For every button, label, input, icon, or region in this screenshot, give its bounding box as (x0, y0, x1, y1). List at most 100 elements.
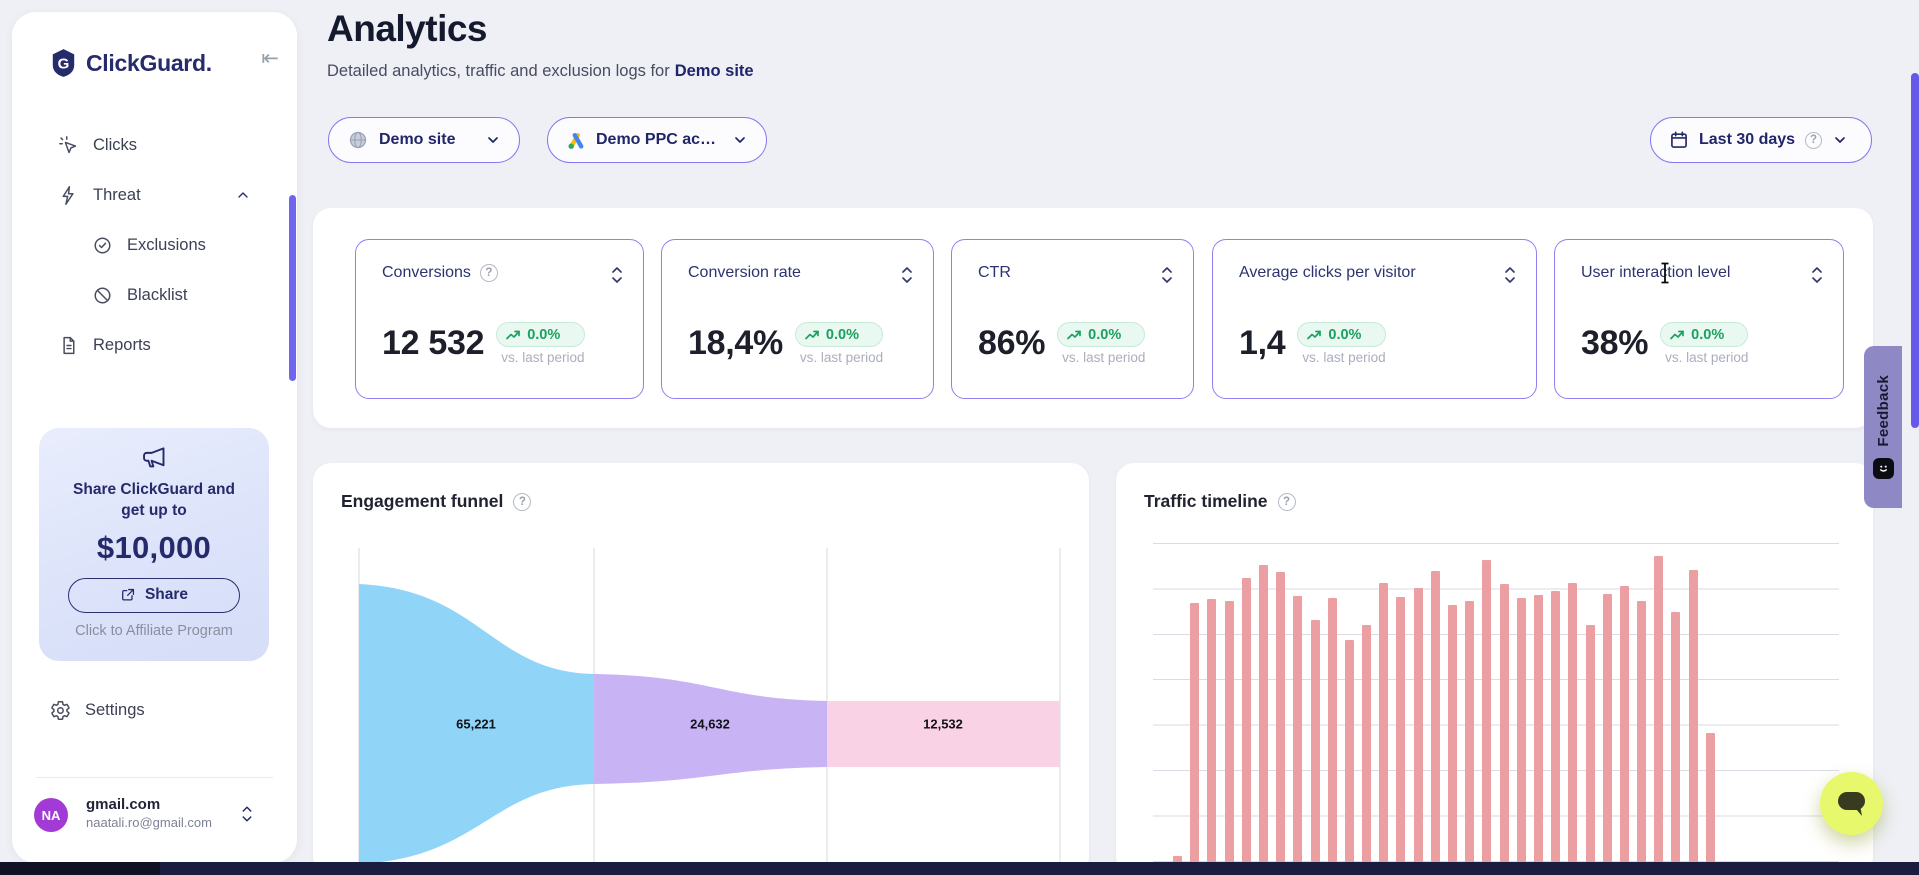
svg-text:G: G (58, 55, 70, 72)
subtitle-site-name: Demo site (674, 62, 754, 80)
kpi-title: Average clicks per visitor (1239, 264, 1416, 281)
sidebar-item-blacklist[interactable]: Blacklist (12, 270, 297, 320)
date-range-dropdown[interactable]: Last 30 days ? (1650, 117, 1872, 163)
chevron-down-icon (735, 137, 745, 143)
feedback-tab[interactable]: Feedback (1864, 346, 1902, 508)
kpi-value: 12 532 (382, 324, 485, 362)
sidebar-item-label: Blacklist (127, 285, 188, 304)
funnel-segment[interactable] (827, 701, 1060, 767)
traffic-bar (1585, 625, 1595, 875)
funnel-chart-title: Engagement funnel (341, 491, 504, 511)
chevron-down-icon (488, 137, 498, 143)
click-cursor-icon (59, 135, 77, 153)
traffic-bar (1465, 601, 1475, 875)
traffic-bar (1207, 599, 1217, 875)
sort-icon[interactable] (1161, 266, 1173, 284)
promo-text-line2: get up to (121, 502, 187, 520)
traffic-bar (1482, 559, 1492, 875)
affiliate-promo-card[interactable]: Share ClickGuard and get up to $10,000 S… (39, 428, 269, 661)
sidebar-item-settings[interactable]: Settings (50, 700, 145, 721)
kpi-delta-badge: 0.0% (1057, 322, 1146, 347)
traffic-plot (1153, 543, 1839, 875)
kpi-delta-badge: 0.0% (1660, 322, 1749, 347)
page-title: Analytics (327, 8, 488, 49)
kpi-value: 86% (978, 324, 1046, 362)
chat-launcher-button[interactable] (1820, 772, 1883, 835)
funnel-segment[interactable] (594, 674, 827, 784)
kpi-delta-badge: 0.0% (1297, 322, 1386, 347)
kpi-card-conversions[interactable]: Conversions ? 12 532 0.0% vs. last perio… (355, 239, 644, 399)
traffic-bar (1516, 598, 1526, 875)
kpi-panel: Conversions ? 12 532 0.0% vs. last perio… (313, 208, 1873, 428)
kpi-delta: 0.0% (825, 326, 859, 343)
traffic-chart-title: Traffic timeline (1144, 491, 1268, 511)
kpi-delta: 0.0% (1691, 326, 1725, 343)
site-filter-dropdown[interactable]: Demo site (328, 117, 520, 163)
traffic-bar (1362, 625, 1372, 875)
badge-check-icon (94, 236, 111, 254)
traffic-bar (1551, 591, 1561, 875)
lightning-icon (62, 185, 74, 205)
share-button-label: Share (144, 586, 189, 604)
sort-icon[interactable] (901, 266, 913, 284)
share-button[interactable]: Share (68, 577, 240, 613)
site-filter-label: Demo site (379, 131, 456, 148)
ppc-account-dropdown[interactable]: Demo PPC ac… (547, 117, 767, 163)
sort-icon[interactable] (611, 266, 623, 284)
document-icon (63, 336, 75, 354)
kpi-delta: 0.0% (527, 326, 561, 343)
calendar-icon (1671, 131, 1687, 148)
kpi-delta: 0.0% (1088, 326, 1122, 343)
traffic-bar (1241, 577, 1251, 875)
sidebar-item-label: Clicks (93, 135, 137, 154)
traffic-bar (1344, 639, 1354, 875)
sidebar-item-reports[interactable]: Reports (12, 320, 297, 370)
sort-icon[interactable] (1811, 266, 1823, 284)
traffic-bars (1173, 543, 1715, 875)
sidebar-item-threat[interactable]: Threat (12, 170, 297, 220)
kpi-card-avg-clicks[interactable]: Average clicks per visitor 1,4 0.0% vs. … (1212, 239, 1537, 399)
kpi-title: User interaction level (1581, 264, 1731, 281)
kpi-card-conversion-rate[interactable]: Conversion rate 18,4% 0.0% vs. last peri… (661, 239, 934, 399)
sidebar-scrollbar[interactable] (289, 195, 296, 381)
page-scrollbar[interactable] (1911, 73, 1919, 428)
traffic-bar (1705, 732, 1715, 875)
sidebar-collapse-icon[interactable]: ⇤ (261, 47, 279, 70)
kpi-delta-badge: 0.0% (794, 322, 884, 347)
kpi-value: 18,4% (688, 324, 783, 362)
promo-text-line1: Share ClickGuard and (73, 481, 235, 498)
traffic-bar (1637, 601, 1647, 875)
trend-up-icon (1307, 330, 1322, 339)
sidebar-item-label: Threat (93, 185, 141, 204)
kpi-card-ctr[interactable]: CTR 86% 0.0% vs. last period (951, 239, 1194, 399)
funnel-stage-value: 24,632 (690, 716, 730, 732)
date-help-icon[interactable]: ? (1805, 131, 1823, 149)
sort-icon[interactable] (1504, 266, 1516, 284)
settings-label: Settings (85, 701, 145, 719)
traffic-help-icon[interactable]: ? (1277, 492, 1296, 511)
funnel-segment[interactable] (359, 584, 594, 864)
sidebar-item-clicks[interactable]: Clicks (12, 120, 297, 170)
sidebar-nav: Clicks Threat Exclusions Blacklist (12, 120, 297, 370)
account-switcher[interactable]: NA gmail.com naatali.ro@gmail.com (34, 793, 274, 843)
kpi-delta: 0.0% (1328, 326, 1362, 343)
traffic-bar (1688, 569, 1698, 875)
sidebar-item-exclusions[interactable]: Exclusions (12, 220, 297, 270)
kpi-help-icon[interactable]: ? (479, 264, 498, 282)
kpi-caption: vs. last period (1665, 350, 1749, 365)
brand-name: ClickGuard. (86, 49, 212, 76)
traffic-bar (1293, 596, 1303, 875)
traffic-bar (1379, 582, 1389, 875)
trend-up-icon (805, 330, 819, 339)
funnel-chart (358, 548, 1061, 875)
brand-logo[interactable]: G ClickGuard. (50, 48, 212, 78)
chevron-down-icon (1835, 137, 1845, 143)
external-link-icon (122, 589, 135, 601)
chat-bubble-icon (1837, 792, 1865, 816)
promo-caption: Click to Affiliate Program (75, 622, 233, 639)
funnel-help-icon[interactable]: ? (513, 492, 532, 511)
bottom-window-bar (0, 862, 1919, 875)
kpi-card-interaction-level[interactable]: User interaction level 38% 0.0% vs. last… (1554, 239, 1844, 399)
traffic-bar (1413, 588, 1423, 875)
kpi-caption: vs. last period (1062, 350, 1146, 365)
